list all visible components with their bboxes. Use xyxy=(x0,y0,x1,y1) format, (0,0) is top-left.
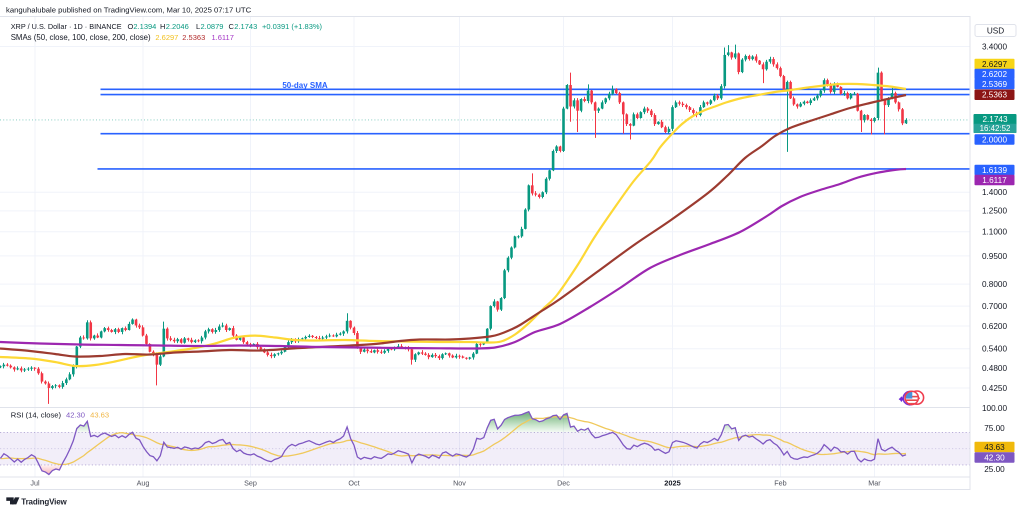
svg-text:16:42:52: 16:42:52 xyxy=(980,124,1011,133)
svg-text:50-day SMA: 50-day SMA xyxy=(282,81,328,90)
svg-text:0.4250: 0.4250 xyxy=(982,384,1007,393)
svg-text:2.6297: 2.6297 xyxy=(982,60,1007,69)
svg-text:0.9500: 0.9500 xyxy=(982,252,1007,261)
svg-text:Nov: Nov xyxy=(453,478,466,487)
svg-text:Sep: Sep xyxy=(244,478,257,487)
svg-text:USD: USD xyxy=(987,26,1004,35)
svg-text:100.00: 100.00 xyxy=(982,404,1007,413)
svg-text:2.6202: 2.6202 xyxy=(982,70,1007,79)
svg-text:42.30: 42.30 xyxy=(984,453,1005,462)
svg-text:kanguhalubale published on Tra: kanguhalubale published on TradingView.c… xyxy=(6,5,252,14)
svg-text:Mar: Mar xyxy=(868,478,881,487)
svg-text:1.1000: 1.1000 xyxy=(982,228,1007,237)
svg-text:0.8000: 0.8000 xyxy=(982,280,1007,289)
svg-text:1.6117: 1.6117 xyxy=(982,176,1007,185)
svg-text:Aug: Aug xyxy=(137,478,150,487)
svg-text:0.6200: 0.6200 xyxy=(982,322,1007,331)
svg-text:Feb: Feb xyxy=(774,478,786,487)
svg-text:SMAs (50, close, 100, close, 2: SMAs (50, close, 100, close, 200, close)… xyxy=(11,33,234,42)
svg-text:Oct: Oct xyxy=(348,478,359,487)
svg-text:2.0000: 2.0000 xyxy=(982,135,1007,144)
svg-text:1.4000: 1.4000 xyxy=(982,188,1007,197)
svg-text:XRP / U.S. Dollar · 1D · BINAN: XRP / U.S. Dollar · 1D · BINANCE O2.1394 H… xyxy=(11,22,323,31)
svg-text:1.6139: 1.6139 xyxy=(982,166,1007,175)
svg-text:3.4000: 3.4000 xyxy=(982,42,1007,51)
svg-text:2.5363: 2.5363 xyxy=(982,91,1007,100)
svg-text:43.63: 43.63 xyxy=(984,443,1005,452)
svg-text:TradingView: TradingView xyxy=(21,498,67,507)
svg-text:2.5369: 2.5369 xyxy=(982,80,1007,89)
svg-text:25.00: 25.00 xyxy=(984,465,1005,474)
svg-text:1.2500: 1.2500 xyxy=(982,207,1007,216)
svg-text:0.4800: 0.4800 xyxy=(982,364,1007,373)
svg-text:2025: 2025 xyxy=(664,478,680,487)
svg-text:75.00: 75.00 xyxy=(984,424,1005,433)
svg-text:Jul: Jul xyxy=(30,478,40,487)
svg-text:2.1743: 2.1743 xyxy=(982,115,1007,124)
svg-text:0.5400: 0.5400 xyxy=(982,345,1007,354)
svg-text:0.7000: 0.7000 xyxy=(982,302,1007,311)
svg-text:Dec: Dec xyxy=(557,478,570,487)
